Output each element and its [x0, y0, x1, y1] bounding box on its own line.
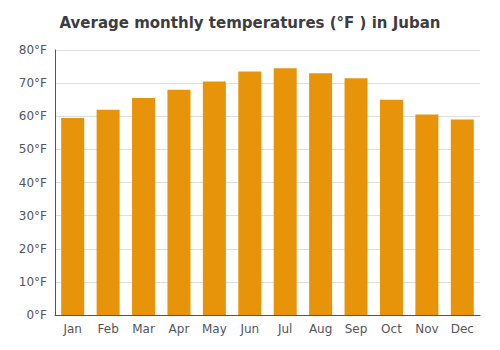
svg-text:Aug: Aug — [309, 322, 332, 336]
svg-text:Oct: Oct — [381, 322, 402, 336]
svg-text:Mar: Mar — [132, 322, 155, 336]
svg-text:Jun: Jun — [239, 322, 259, 336]
svg-text:30°F: 30°F — [19, 209, 47, 223]
svg-text:Sep: Sep — [345, 322, 368, 336]
svg-text:Feb: Feb — [98, 322, 119, 336]
svg-text:Apr: Apr — [169, 322, 190, 336]
svg-text:80°F: 80°F — [19, 43, 47, 57]
svg-text:Nov: Nov — [415, 322, 438, 336]
svg-text:Dec: Dec — [451, 322, 474, 336]
svg-text:60°F: 60°F — [19, 109, 47, 123]
svg-text:Jan: Jan — [62, 322, 82, 336]
svg-text:50°F: 50°F — [19, 142, 47, 156]
svg-text:Average monthly temperatures (: Average monthly temperatures (°F ) in Ju… — [60, 14, 441, 32]
svg-text:0°F: 0°F — [26, 308, 47, 322]
svg-text:Jul: Jul — [277, 322, 292, 336]
svg-text:70°F: 70°F — [19, 76, 47, 90]
svg-text:May: May — [202, 322, 227, 336]
svg-text:20°F: 20°F — [19, 242, 47, 256]
svg-text:10°F: 10°F — [19, 275, 47, 289]
svg-text:40°F: 40°F — [19, 176, 47, 190]
